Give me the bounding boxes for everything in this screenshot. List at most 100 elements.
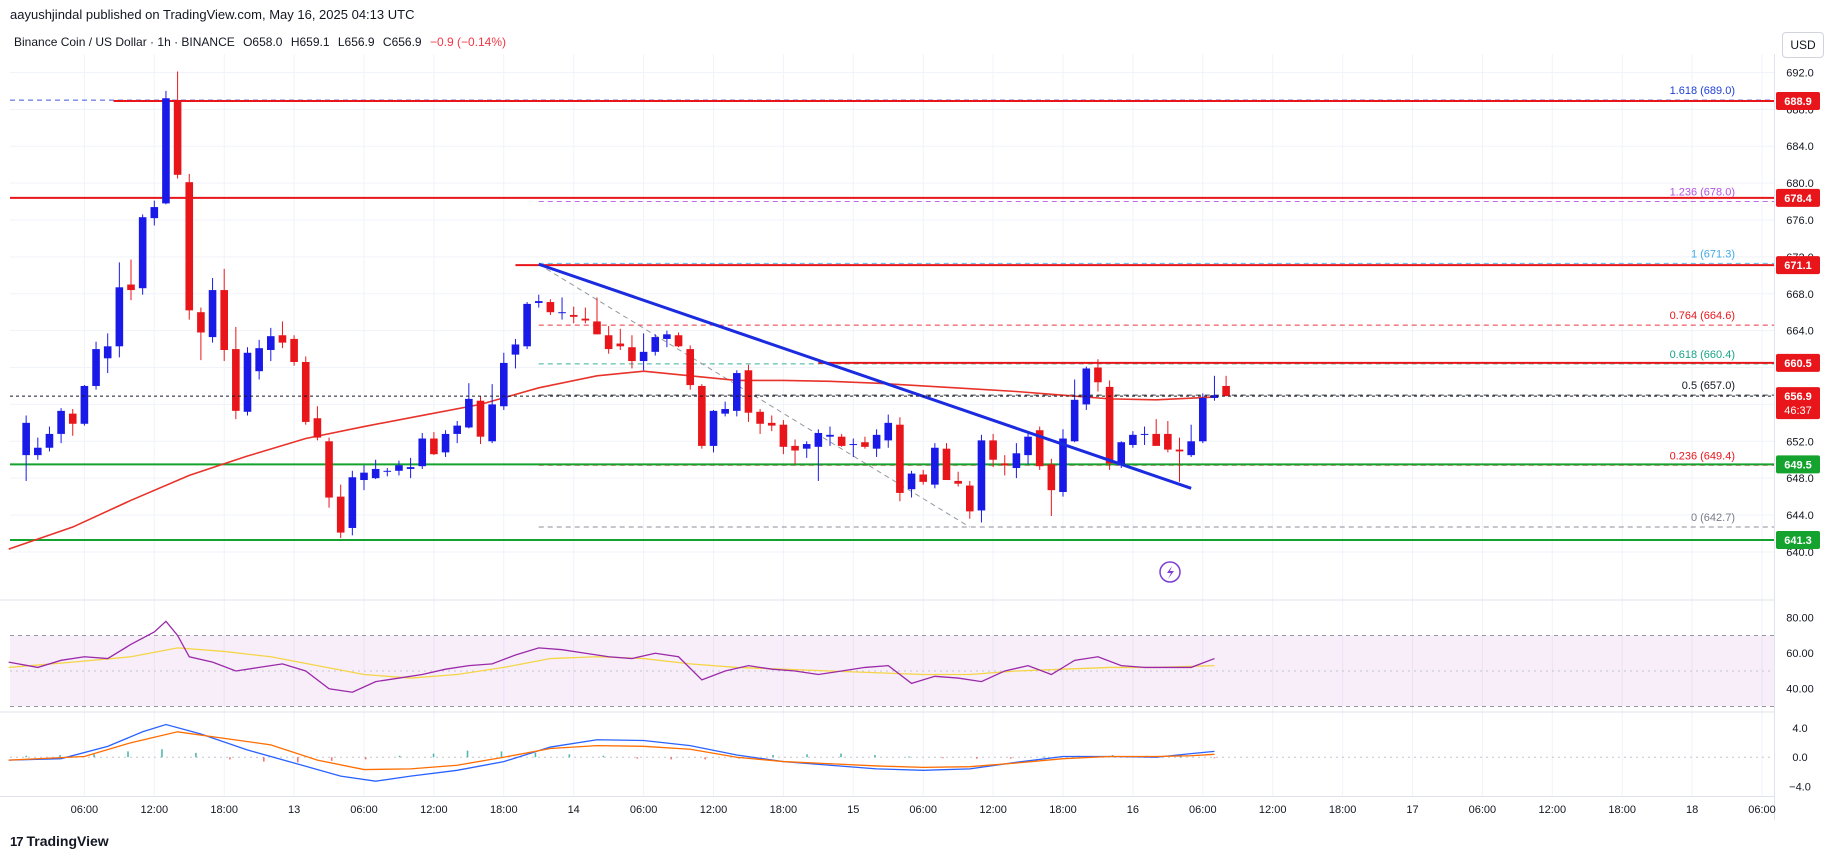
macd-histogram-bar — [195, 752, 197, 758]
macd-histogram-bar — [636, 757, 639, 759]
time-tick-label: 18:00 — [1049, 804, 1077, 816]
time-tick-label: 06:00 — [71, 804, 99, 816]
time-tick-label: 18:00 — [210, 804, 238, 816]
macd-histogram-bar — [908, 756, 910, 758]
price-tick-label: 676.0 — [1786, 215, 1814, 227]
candle-body — [34, 447, 42, 456]
time-tick-label: 18 — [1686, 804, 1698, 816]
candle-body — [92, 349, 100, 386]
time-tick-label: 17 — [1406, 804, 1418, 816]
time-tick-label: 06:00 — [350, 804, 378, 816]
candle-body — [837, 436, 846, 446]
time-tick-label: 06:00 — [630, 804, 658, 816]
time-tick-label: 16 — [1127, 804, 1139, 816]
macd-histogram-bar — [263, 757, 265, 762]
candle-body — [1000, 463, 1009, 466]
candle-body — [220, 290, 228, 351]
macd-histogram-bar — [942, 757, 944, 759]
macd-pane: −4.0 0.0 4.0 — [8, 723, 1811, 793]
candle-body — [733, 373, 741, 411]
candle-body — [395, 465, 403, 471]
candle-body — [1199, 397, 1207, 442]
candle-body — [849, 444, 858, 446]
candle-body — [616, 343, 625, 347]
candle-body — [371, 468, 380, 479]
time-tick-label: 06:00 — [1189, 804, 1217, 816]
macd-histogram-bar — [806, 754, 808, 758]
price-tick-label: 668.0 — [1786, 289, 1814, 301]
publish-attribution: aayushjindal published on TradingView.co… — [10, 7, 415, 22]
candle-body — [1164, 433, 1172, 450]
time-axis: 06:00 12:00 18:00 13 06:00 12:00 18:00 14 06:00 1… — [71, 804, 1776, 816]
candle-body — [604, 335, 613, 350]
candle-body — [1210, 395, 1219, 398]
candle-body — [931, 447, 939, 485]
rsi-tick-label: 40.00 — [1786, 684, 1814, 696]
candle-body — [418, 438, 427, 467]
candle-body — [942, 448, 951, 481]
candle-body — [1012, 453, 1021, 469]
price-tick-label: 648.0 — [1786, 473, 1814, 485]
macd-histogram-bar — [500, 751, 503, 758]
level-price-label: 641.3 — [1784, 535, 1812, 547]
candle-body — [1222, 385, 1230, 397]
last-price-label: 656.9 — [1784, 391, 1812, 403]
macd-histogram-bar — [330, 757, 333, 761]
candle-body — [488, 404, 496, 442]
time-tick-label: 18:00 — [770, 804, 798, 816]
candle-body — [872, 434, 881, 449]
candle-body — [185, 182, 194, 311]
candle-body — [476, 400, 485, 437]
time-tick-label: 06:00 — [1748, 804, 1776, 816]
main-pane: 640.0644.0648.0652.0656.0660.0664.0668.0… — [8, 67, 1820, 559]
candle-body — [1129, 434, 1137, 445]
level-price-label: 660.5 — [1784, 358, 1812, 370]
macd-histogram-bar — [670, 757, 673, 760]
candle-body — [907, 473, 916, 490]
tradingview-brand[interactable]: 17 TradingView — [10, 833, 109, 849]
level-price-label: 671.1 — [1784, 260, 1812, 272]
price-tick-label: 692.0 — [1786, 67, 1814, 79]
level-price-tag — [1776, 530, 1820, 549]
candle-body — [278, 335, 287, 343]
candle-body — [325, 441, 333, 498]
macd-histogram-bar — [568, 754, 571, 758]
macd-histogram-bar — [1213, 757, 1216, 759]
macd-histogram-bar — [229, 757, 231, 760]
candle-body — [791, 445, 799, 451]
candle-body — [465, 398, 473, 428]
candle-body — [1059, 438, 1067, 493]
time-tick-label: 13 — [288, 804, 300, 816]
candle-body — [197, 312, 205, 333]
candle-body — [406, 467, 415, 469]
macd-histogram-bar — [127, 751, 129, 758]
candle-body — [103, 346, 112, 359]
symbol-name[interactable]: Binance Coin / US Dollar · 1h · BINANCE — [14, 35, 235, 49]
macd-histogram-bar — [466, 750, 469, 758]
ohlc-high: H659.1 — [290, 35, 330, 49]
macd-histogram-bar — [602, 755, 605, 758]
candle-body — [511, 344, 520, 355]
lightning-icon[interactable] — [1159, 561, 1181, 583]
level-price-tag — [1776, 256, 1820, 275]
candle-body — [966, 485, 974, 512]
candle-body — [441, 433, 450, 453]
rsi-pane: 40.00 60.00 80.00 — [8, 613, 1814, 707]
level-price-label: 678.4 — [1784, 193, 1812, 205]
candle-body — [208, 290, 217, 338]
currency-button[interactable]: USD — [1782, 32, 1824, 58]
fib-level-label: 0 (642.7) — [1691, 512, 1735, 524]
candle-body — [1105, 386, 1114, 464]
candle-body — [802, 444, 811, 449]
fib-level-label: 0.236 (649.4) — [1670, 450, 1735, 462]
candle-body — [639, 351, 648, 362]
fib-level-label: 1 (671.3) — [1691, 248, 1735, 260]
candle-body — [1140, 433, 1149, 435]
candle-body — [674, 335, 683, 347]
macd-series-line — [8, 723, 1215, 782]
macd-histogram-bar — [398, 755, 401, 758]
level-price-tag — [1776, 92, 1820, 111]
candle-body — [255, 348, 263, 372]
macd-histogram-bar — [772, 755, 774, 758]
